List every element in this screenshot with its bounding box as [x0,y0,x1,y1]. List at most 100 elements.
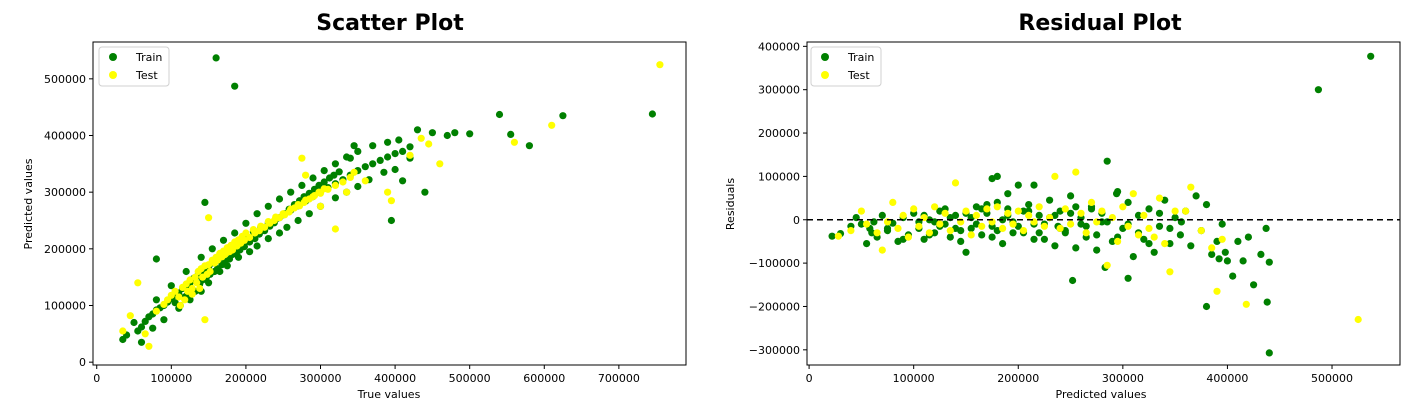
point-train-65 [1171,214,1179,222]
legend-label-train: Train [847,51,874,64]
point-test-73 [300,198,308,206]
point-train-144 [1265,349,1273,357]
point-train-119 [1077,220,1085,228]
point-train-67 [275,229,284,237]
point-test-42 [1072,168,1080,176]
point-test-76 [315,188,323,196]
point-train-154 [507,130,515,138]
point-train-135 [1229,272,1237,280]
x-tick-label: 0 [93,372,100,385]
point-train-143 [350,142,358,150]
point-train-144 [387,216,395,225]
point-test-49 [196,284,204,293]
plot-area [807,52,1400,357]
y-tick-label: 200000 [44,243,86,256]
point-train-157 [648,110,657,118]
y-tick-label: −100000 [749,257,800,270]
point-test-42 [339,178,347,186]
point-test-33 [1025,211,1033,219]
point-train-41 [1046,196,1054,204]
y-axis-label: Predicted values [22,158,35,249]
point-train-76 [380,168,388,176]
point-train-85 [231,229,239,237]
point-train-72 [1208,250,1216,258]
point-train-138 [1244,233,1252,241]
y-tick-label: 0 [793,214,800,227]
point-test-32 [1019,227,1028,235]
point-test-25 [983,205,991,213]
point-train-130 [1124,274,1132,282]
point-test-40 [1061,205,1069,213]
point-train-149 [428,129,436,137]
y-tick-label: 400000 [44,130,86,143]
point-train-142 [346,154,354,162]
point-test-65 [1208,244,1216,252]
point-train-148 [421,188,429,196]
point-train-118 [1067,209,1075,217]
point-train-84 [219,236,228,244]
point-test-47 [188,284,196,293]
point-train-147 [413,126,422,134]
point-train-60 [1145,205,1153,213]
point-test-0 [834,232,843,240]
point-test-35 [1035,203,1043,211]
legend-marker-train [821,53,829,61]
axes-frame [92,41,687,366]
point-train-32 [999,240,1007,248]
point-test-62 [1182,207,1190,215]
legend-label-test: Test [847,69,870,82]
chart-title: Scatter Plot [316,11,464,36]
point-train-59 [1140,235,1148,243]
point-test-4 [145,342,153,350]
point-train-3 [137,323,146,331]
point-train-5 [863,240,871,248]
legend-label-test: Test [135,69,158,82]
x-tick-label: 500000 [1311,372,1353,385]
point-train-83 [208,245,216,253]
x-tick-label: 100000 [893,372,935,385]
point-test-14 [925,229,934,237]
point-test-57 [1150,233,1158,241]
y-tick-label: −300000 [749,344,800,357]
point-test-23 [972,211,981,219]
point-test-9 [899,211,907,219]
legend-marker-test [821,71,829,79]
point-train-60 [205,279,213,287]
y-tick-label: 200000 [758,127,800,140]
point-train-62 [1155,222,1164,230]
point-test-30 [1009,220,1017,228]
point-train-47 [361,163,369,171]
point-test-52 [206,267,214,276]
point-test-62 [246,233,254,242]
point-test-29 [1004,209,1012,217]
point-train-139 [1250,281,1258,289]
residual-plot-chart: Residual Plot 0 100000 200000 300000 400000 5… [724,11,1401,401]
point-train-123 [993,172,1001,180]
point-train-115 [1035,229,1043,237]
point-test-92 [436,160,444,168]
point-train-91 [1040,235,1048,243]
point-test-74 [305,195,313,203]
point-train-66 [264,235,272,243]
point-test-4 [873,229,881,237]
chart-title: Residual Plot [1018,11,1182,36]
point-train-138 [152,255,160,263]
point-train-145 [399,177,407,185]
point-train-9 [878,211,886,219]
point-train-52 [399,147,407,155]
series-train [828,52,1375,357]
point-test-21 [962,207,970,215]
point-test-11 [910,205,918,213]
point-test-88 [387,197,395,205]
series-test [834,168,1362,324]
point-test-5 [878,246,886,254]
point-train-78 [130,318,138,327]
point-train-45 [1067,192,1075,200]
point-test-1 [847,227,855,235]
point-test-43 [346,173,354,181]
point-train-82 [197,253,205,261]
point-test-64 [255,227,263,235]
point-test-41 [331,181,339,189]
point-test-83 [331,225,339,233]
point-train-124 [1004,190,1012,198]
